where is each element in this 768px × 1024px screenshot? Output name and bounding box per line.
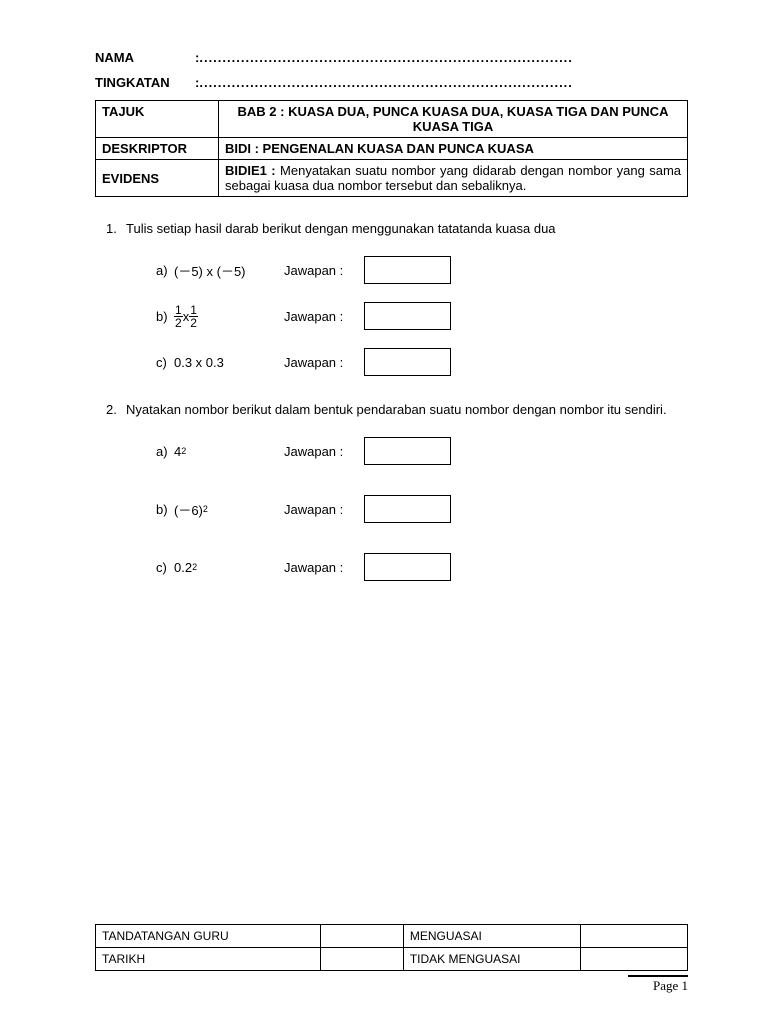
nama-row: NAMA : .................................… [95,50,688,65]
q2a-jawapan: Jawapan : [284,444,364,459]
deskriptor-label: DESKRIPTOR [96,138,219,160]
q2a-label: a) [156,444,174,459]
q1b-label: b) [156,309,174,324]
q1a-label: a) [156,263,174,278]
menguasai-label: MENGUASAI [403,925,581,948]
tidak-label: TIDAK MENGUASAI [403,948,581,971]
deskriptor-value: BIDI : PENGENALAN KUASA DAN PUNCA KUASA [219,138,688,160]
evidens-value: BIDIE1 : Menyatakan suatu nombor yang di… [219,160,688,197]
info-table: TAJUK BAB 2 : KUASA DUA, PUNCA KUASA DUA… [95,100,688,197]
q1a-answer-box[interactable] [364,256,451,284]
q1c: c) 0.3 x 0.3 Jawapan : [156,342,688,382]
q1-num: 1. [106,221,126,236]
q1c-expr: 0.3 x 0.3 [174,355,284,370]
q1-text: Tulis setiap hasil darab berikut dengan … [126,221,556,236]
q2c: c) 0.22 Jawapan : [156,547,688,587]
q2c-expr: 0.22 [174,560,284,575]
menguasai-box[interactable] [581,925,688,948]
q2-text: Nyatakan nombor berikut dalam bentuk pen… [126,402,667,417]
q1b: b) 12 x 12 Jawapan : [156,296,688,336]
q1a-jawapan: Jawapan : [284,263,364,278]
tandatangan-label: TANDATANGAN GURU [96,925,321,948]
q1b-jawapan: Jawapan : [284,309,364,324]
tingkatan-row: TINGKATAN : ............................… [95,75,688,90]
evidens-bold: BIDIE1 : [225,163,276,178]
q1c-label: c) [156,355,174,370]
tajuk-label: TAJUK [96,101,219,138]
q2c-answer-box[interactable] [364,553,451,581]
question-2: 2.Nyatakan nombor berikut dalam bentuk p… [130,402,688,587]
tidak-box[interactable] [581,948,688,971]
q1c-jawapan: Jawapan : [284,355,364,370]
q2c-label: c) [156,560,174,575]
tingkatan-dots: ........................................… [199,75,573,90]
q1b-answer-box[interactable] [364,302,451,330]
tandatangan-box[interactable] [320,925,403,948]
evidens-text: Menyatakan suatu nombor yang didarab den… [225,163,681,193]
q2b-label: b) [156,502,174,517]
q1a-expr: (－5) x (－5) [174,261,284,280]
signature-table: TANDATANGAN GURU MENGUASAI TARIKH TIDAK … [95,924,688,971]
tarikh-label: TARIKH [96,948,321,971]
tarikh-box[interactable] [320,948,403,971]
q2b-expr: (－6)2 [174,500,284,519]
nama-label: NAMA [95,50,134,65]
question-1: 1.Tulis setiap hasil darab berikut denga… [130,221,688,382]
footer: TANDATANGAN GURU MENGUASAI TARIKH TIDAK … [95,924,688,994]
q2-num: 2. [106,402,126,417]
q1a: a) (－5) x (－5) Jawapan : [156,250,688,290]
q2b-jawapan: Jawapan : [284,502,364,517]
tajuk-value: BAB 2 : KUASA DUA, PUNCA KUASA DUA, KUAS… [219,101,688,138]
nama-dots: ........................................… [199,50,573,65]
q2b: b) (－6)2 Jawapan : [156,489,688,529]
q1c-answer-box[interactable] [364,348,451,376]
q2a: a) 42 Jawapan : [156,431,688,471]
tingkatan-label: TINGKATAN [95,75,170,90]
q2a-answer-box[interactable] [364,437,451,465]
page-number: Page 1 [628,975,688,994]
evidens-label: EVIDENS [96,160,219,197]
q1b-expr: 12 x 12 [174,304,284,329]
q2a-expr: 42 [174,444,284,459]
q2b-answer-box[interactable] [364,495,451,523]
q2c-jawapan: Jawapan : [284,560,364,575]
